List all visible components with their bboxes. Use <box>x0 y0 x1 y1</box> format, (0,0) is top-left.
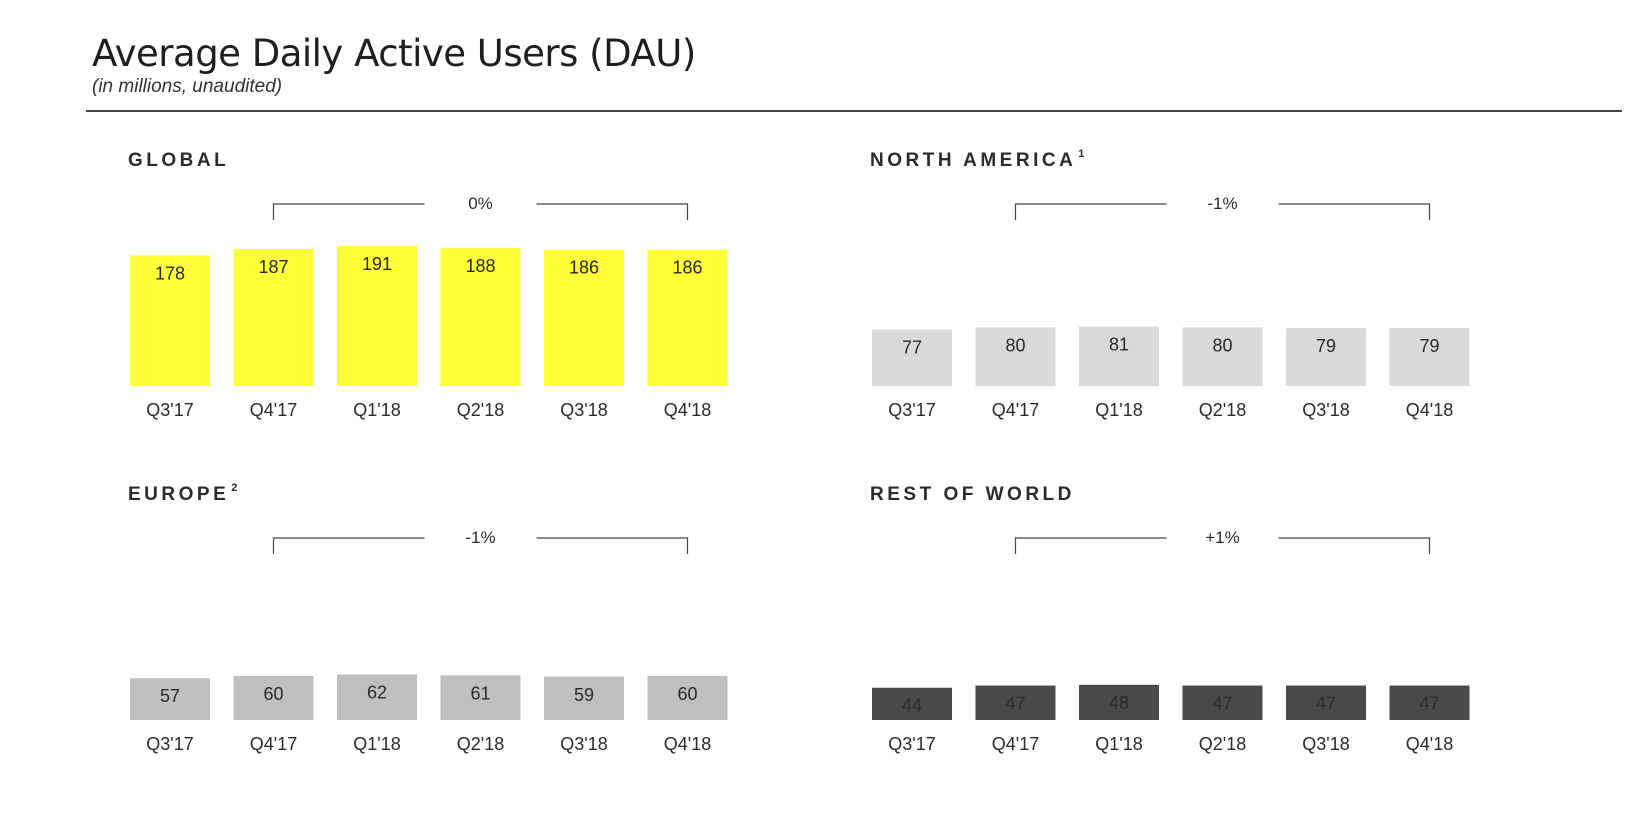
bar-value-label: 59 <box>574 685 594 705</box>
x-tick-label: Q4'18 <box>664 734 711 754</box>
x-tick-label: Q3'17 <box>146 400 193 420</box>
change-bracket <box>1014 203 1431 220</box>
x-tick-label: Q3'18 <box>560 734 607 754</box>
bar-chart-europe: 57 Q3'17 60 Q4'17 62 Q1'18 61 Q2'18 59 Q3'18 60 Q4'… <box>130 528 728 754</box>
change-annotation: -1% <box>465 528 495 547</box>
x-tick-label: Q3'18 <box>560 400 607 420</box>
bar-Q3'17 <box>130 678 210 720</box>
change-annotation: +1% <box>1205 528 1240 547</box>
bar-value-label: 60 <box>677 684 697 704</box>
chart-panel-global: GLOBAL 178 Q3'17 187 Q4'17 191 Q1'18 188 Q2'18 1… <box>128 150 848 450</box>
change-annotation: -1% <box>1207 194 1237 213</box>
x-tick-label: Q4'17 <box>992 400 1039 420</box>
page-subtitle: (in millions, unaudited) <box>92 76 283 97</box>
bar-Q4'18 <box>1389 685 1470 720</box>
x-tick-label: Q4'18 <box>664 400 711 420</box>
bar-Q4'18 <box>1389 328 1470 386</box>
change-bracket <box>1014 537 1431 554</box>
bar-value-label: 44 <box>902 696 922 716</box>
bar-value-label: 188 <box>465 256 495 276</box>
header-divider <box>86 110 1622 112</box>
x-tick-label: Q1'18 <box>353 734 400 754</box>
bar-value-label: 186 <box>672 258 702 278</box>
x-tick-label: Q4'17 <box>250 400 297 420</box>
chart-panel-rest-of-world: REST OF WORLD 44 Q3'17 47 Q4'17 48 Q1'18 47 Q2'… <box>870 484 1590 784</box>
x-tick-label: Q4'17 <box>992 734 1039 754</box>
bar-Q4'17 <box>975 685 1056 720</box>
chart-title: NORTH AMERICA 1 <box>870 148 1085 171</box>
bar-Q3'17 <box>872 329 952 386</box>
bar-Q4'17 <box>975 327 1056 386</box>
bar-chart-north-america: 77 Q3'17 80 Q4'17 81 Q1'18 80 Q2'18 79 Q3'18 79 Q4'… <box>872 194 1470 420</box>
chart-title: GLOBAL <box>128 150 230 171</box>
bar-Q3'18 <box>544 676 624 720</box>
bar-value-label: 81 <box>1109 335 1129 355</box>
change-annotation: 0% <box>468 194 493 213</box>
bar-Q2'18 <box>440 248 521 386</box>
bar-value-label: 77 <box>902 338 922 358</box>
x-tick-label: Q3'17 <box>146 734 193 754</box>
bar-value-label: 79 <box>1419 336 1439 356</box>
bar-Q3'18 <box>1286 685 1366 720</box>
x-tick-label: Q2'18 <box>457 734 504 754</box>
bar-Q3'18 <box>1286 328 1366 386</box>
bar-Q4'18 <box>647 676 728 720</box>
chart-panel-north-america: NORTH AMERICA 1 77 Q3'17 80 Q4'17 81 Q1'18 80 Q2… <box>870 148 1590 450</box>
bar-Q1'18 <box>1079 326 1159 386</box>
bar-value-label: 47 <box>1005 694 1025 714</box>
bar-value-label: 191 <box>362 254 392 274</box>
bar-Q2'18 <box>440 675 521 720</box>
bar-Q2'18 <box>1182 685 1263 720</box>
change-bracket <box>272 537 689 554</box>
chart-title: REST OF WORLD <box>870 484 1075 505</box>
bar-value-label: 47 <box>1419 694 1439 714</box>
x-tick-label: Q3'18 <box>1302 734 1349 754</box>
change-bracket <box>272 203 689 220</box>
x-tick-label: Q2'18 <box>1199 734 1246 754</box>
bar-value-label: 47 <box>1316 694 1336 714</box>
bar-Q3'17 <box>130 255 210 386</box>
bar-value-label: 187 <box>258 257 288 277</box>
x-tick-label: Q3'17 <box>888 734 935 754</box>
page-title: Average Daily Active Users (DAU) <box>92 32 696 75</box>
bar-Q1'18 <box>337 674 417 720</box>
bar-Q4'18 <box>647 249 728 386</box>
x-tick-label: Q2'18 <box>1199 400 1246 420</box>
bar-Q2'18 <box>1182 327 1263 386</box>
bar-value-label: 186 <box>569 258 599 278</box>
bar-value-label: 80 <box>1212 335 1232 355</box>
bar-Q1'18 <box>337 246 417 386</box>
x-tick-label: Q3'18 <box>1302 400 1349 420</box>
bar-Q3'17 <box>872 687 952 720</box>
x-tick-label: Q1'18 <box>1095 734 1142 754</box>
chart-title: EUROPE 2 <box>128 482 238 505</box>
x-tick-label: Q1'18 <box>353 400 400 420</box>
bar-value-label: 48 <box>1109 693 1129 713</box>
bar-chart-global: 178 Q3'17 187 Q4'17 191 Q1'18 188 Q2'18 186 Q3'18… <box>130 194 728 420</box>
x-tick-label: Q4'17 <box>250 734 297 754</box>
x-tick-label: Q3'17 <box>888 400 935 420</box>
bar-value-label: 57 <box>160 686 180 706</box>
bar-chart-rest-of-world: 44 Q3'17 47 Q4'17 48 Q1'18 47 Q2'18 47 Q3'18 47 Q4'… <box>872 528 1470 754</box>
bar-Q4'17 <box>233 248 314 386</box>
bar-value-label: 61 <box>470 683 490 703</box>
bar-Q3'18 <box>544 249 624 386</box>
bar-value-label: 79 <box>1316 336 1336 356</box>
bar-value-label: 47 <box>1212 694 1232 714</box>
x-tick-label: Q1'18 <box>1095 400 1142 420</box>
bar-value-label: 60 <box>263 684 283 704</box>
bar-Q4'17 <box>233 676 314 720</box>
chart-panel-europe: EUROPE 2 57 Q3'17 60 Q4'17 62 Q1'18 61 Q2'18 59 Q3… <box>128 482 848 784</box>
x-tick-label: Q4'18 <box>1406 734 1453 754</box>
bar-Q1'18 <box>1079 684 1159 720</box>
bar-value-label: 178 <box>155 264 185 284</box>
bar-value-label: 80 <box>1005 335 1025 355</box>
x-tick-label: Q2'18 <box>457 400 504 420</box>
bar-value-label: 62 <box>367 683 387 703</box>
x-tick-label: Q4'18 <box>1406 400 1453 420</box>
